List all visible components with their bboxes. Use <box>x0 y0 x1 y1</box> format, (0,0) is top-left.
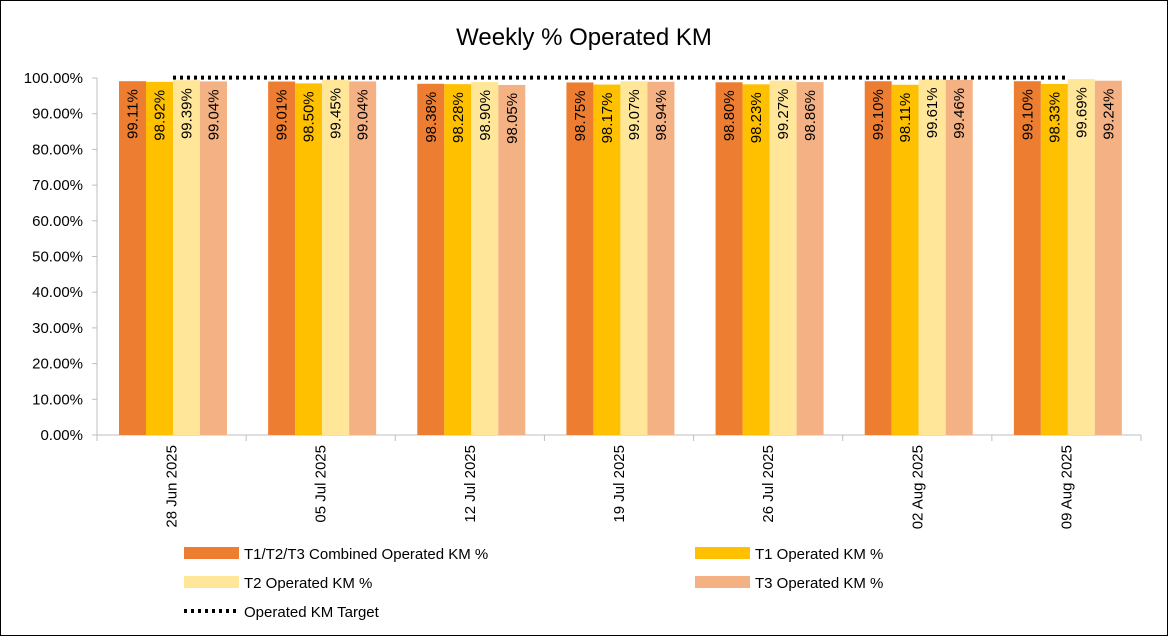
bar <box>173 80 200 435</box>
legend-label: T3 Operated KM % <box>755 575 883 592</box>
data-label: 98.11% <box>897 93 914 143</box>
bar <box>796 82 824 436</box>
bar <box>1067 79 1095 436</box>
legend-swatch <box>695 547 750 559</box>
y-tick-label: 100.00% <box>24 70 83 87</box>
chart-title: Weekly % Operated KM <box>456 24 712 51</box>
bar <box>322 79 350 435</box>
bar <box>593 84 621 436</box>
y-tick-label: 80.00% <box>32 141 83 158</box>
data-label: 98.50% <box>301 91 318 142</box>
bar <box>119 81 146 435</box>
legend-label: T1/T2/T3 Combined Operated KM % <box>244 546 488 563</box>
bar <box>742 84 770 435</box>
data-label: 99.07% <box>626 89 643 140</box>
x-tick-label: 12 Jul 2025 <box>462 445 479 523</box>
legend-label: Operated KM Target <box>244 604 380 621</box>
data-label: 99.24% <box>1100 89 1117 140</box>
x-axis: 28 Jun 2025 05 Jul 2025 12 Jul 2025 19 Jul … <box>96 434 1142 529</box>
data-label: 98.33% <box>1046 92 1063 143</box>
legend-swatch <box>184 576 239 588</box>
bar <box>1094 80 1122 436</box>
data-label: 98.92% <box>152 90 169 141</box>
bar <box>945 79 973 436</box>
legend-label: T2 Operated KM % <box>244 575 372 592</box>
data-label: 99.11% <box>125 89 142 139</box>
bar <box>417 83 445 436</box>
data-label: 99.27% <box>775 89 792 140</box>
bar <box>647 81 675 435</box>
legend-swatch <box>184 547 239 559</box>
bar <box>444 84 472 435</box>
bar <box>200 81 227 436</box>
x-tick-label: 02 Aug 2025 <box>909 445 926 529</box>
bar <box>349 81 377 436</box>
bar <box>769 80 797 435</box>
x-tick-label: 28 Jun 2025 <box>164 445 181 528</box>
data-label: 99.04% <box>206 89 223 140</box>
bars <box>119 79 1122 436</box>
data-label: 99.01% <box>274 90 291 141</box>
bar <box>715 82 743 435</box>
data-label: 98.38% <box>423 92 440 143</box>
data-label: 98.28% <box>450 92 467 143</box>
bar <box>268 81 296 435</box>
bar <box>891 84 919 435</box>
y-tick-label: 90.00% <box>32 106 83 123</box>
data-label: 98.23% <box>748 92 765 143</box>
data-label: 98.80% <box>721 90 738 141</box>
data-label: 99.46% <box>951 88 968 139</box>
bar <box>295 83 323 435</box>
x-tick-label: 09 Aug 2025 <box>1058 445 1075 529</box>
y-tick-label: 50.00% <box>32 249 83 266</box>
bar <box>1013 81 1041 435</box>
bar <box>566 82 594 436</box>
data-label: 99.69% <box>1073 87 1090 138</box>
data-label: 99.61% <box>924 87 941 138</box>
data-label: 99.10% <box>870 89 887 140</box>
x-tick-label: 19 Jul 2025 <box>611 445 628 523</box>
y-tick-label: 70.00% <box>32 177 83 194</box>
y-tick-label: 10.00% <box>32 391 83 408</box>
bar <box>620 81 648 435</box>
data-label: 98.94% <box>653 90 670 141</box>
x-tick-label: 26 Jul 2025 <box>760 445 777 523</box>
data-label: 98.05% <box>504 93 521 144</box>
y-tick-label: 30.00% <box>32 320 83 337</box>
legend-label: T1 Operated KM % <box>755 546 883 563</box>
y-axis: 0.00% 10.00% 20.00% 30.00% 40.00% 50.00% 60.00… <box>24 70 98 444</box>
bar <box>471 81 499 435</box>
data-label: 98.75% <box>572 90 589 141</box>
x-tick-label: 05 Jul 2025 <box>313 445 330 523</box>
data-label: 99.04% <box>355 89 372 140</box>
data-labels: 99.11% 98.92% 99.39% 99.04% 99.01% 98.50% 99.4… <box>125 87 1118 144</box>
y-tick-label: 0.00% <box>40 427 83 444</box>
legend-swatch <box>695 576 750 588</box>
data-label: 98.90% <box>477 90 494 141</box>
data-label: 99.39% <box>179 88 196 139</box>
y-tick-label: 20.00% <box>32 356 83 373</box>
y-tick-label: 40.00% <box>32 284 83 301</box>
bar <box>146 81 173 436</box>
data-label: 98.17% <box>599 93 616 144</box>
y-tick-label: 60.00% <box>32 213 83 230</box>
data-label: 99.10% <box>1019 89 1036 140</box>
bar <box>1040 83 1068 435</box>
bar <box>864 81 892 435</box>
legend: T1/T2/T3 Combined Operated KM % T1 Operat… <box>184 546 883 621</box>
data-label: 98.86% <box>802 90 819 141</box>
bar <box>918 79 946 435</box>
bar <box>498 84 526 436</box>
data-label: 99.45% <box>328 88 345 139</box>
